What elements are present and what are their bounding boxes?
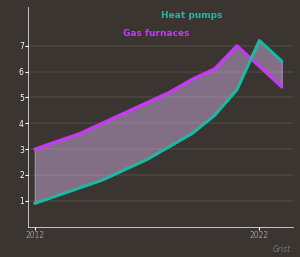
Text: Grist: Grist — [273, 245, 291, 254]
Text: Gas furnaces: Gas furnaces — [123, 29, 190, 38]
Text: Heat pumps: Heat pumps — [160, 11, 222, 20]
